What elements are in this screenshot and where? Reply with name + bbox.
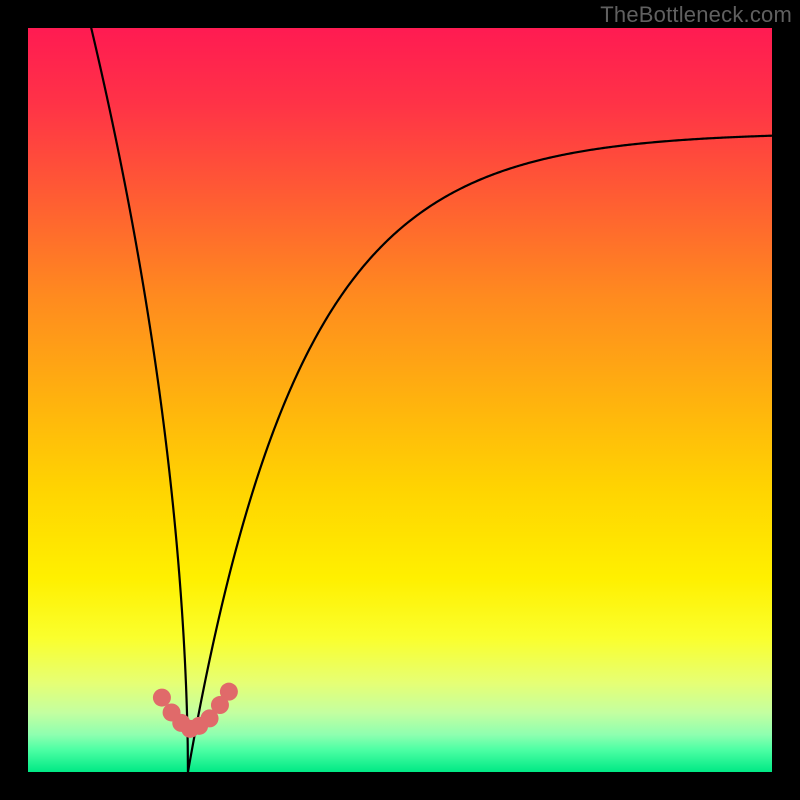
chart-root: TheBottleneck.com: [0, 0, 800, 800]
watermark-text: TheBottleneck.com: [600, 2, 792, 28]
gradient-panel: [28, 28, 772, 772]
